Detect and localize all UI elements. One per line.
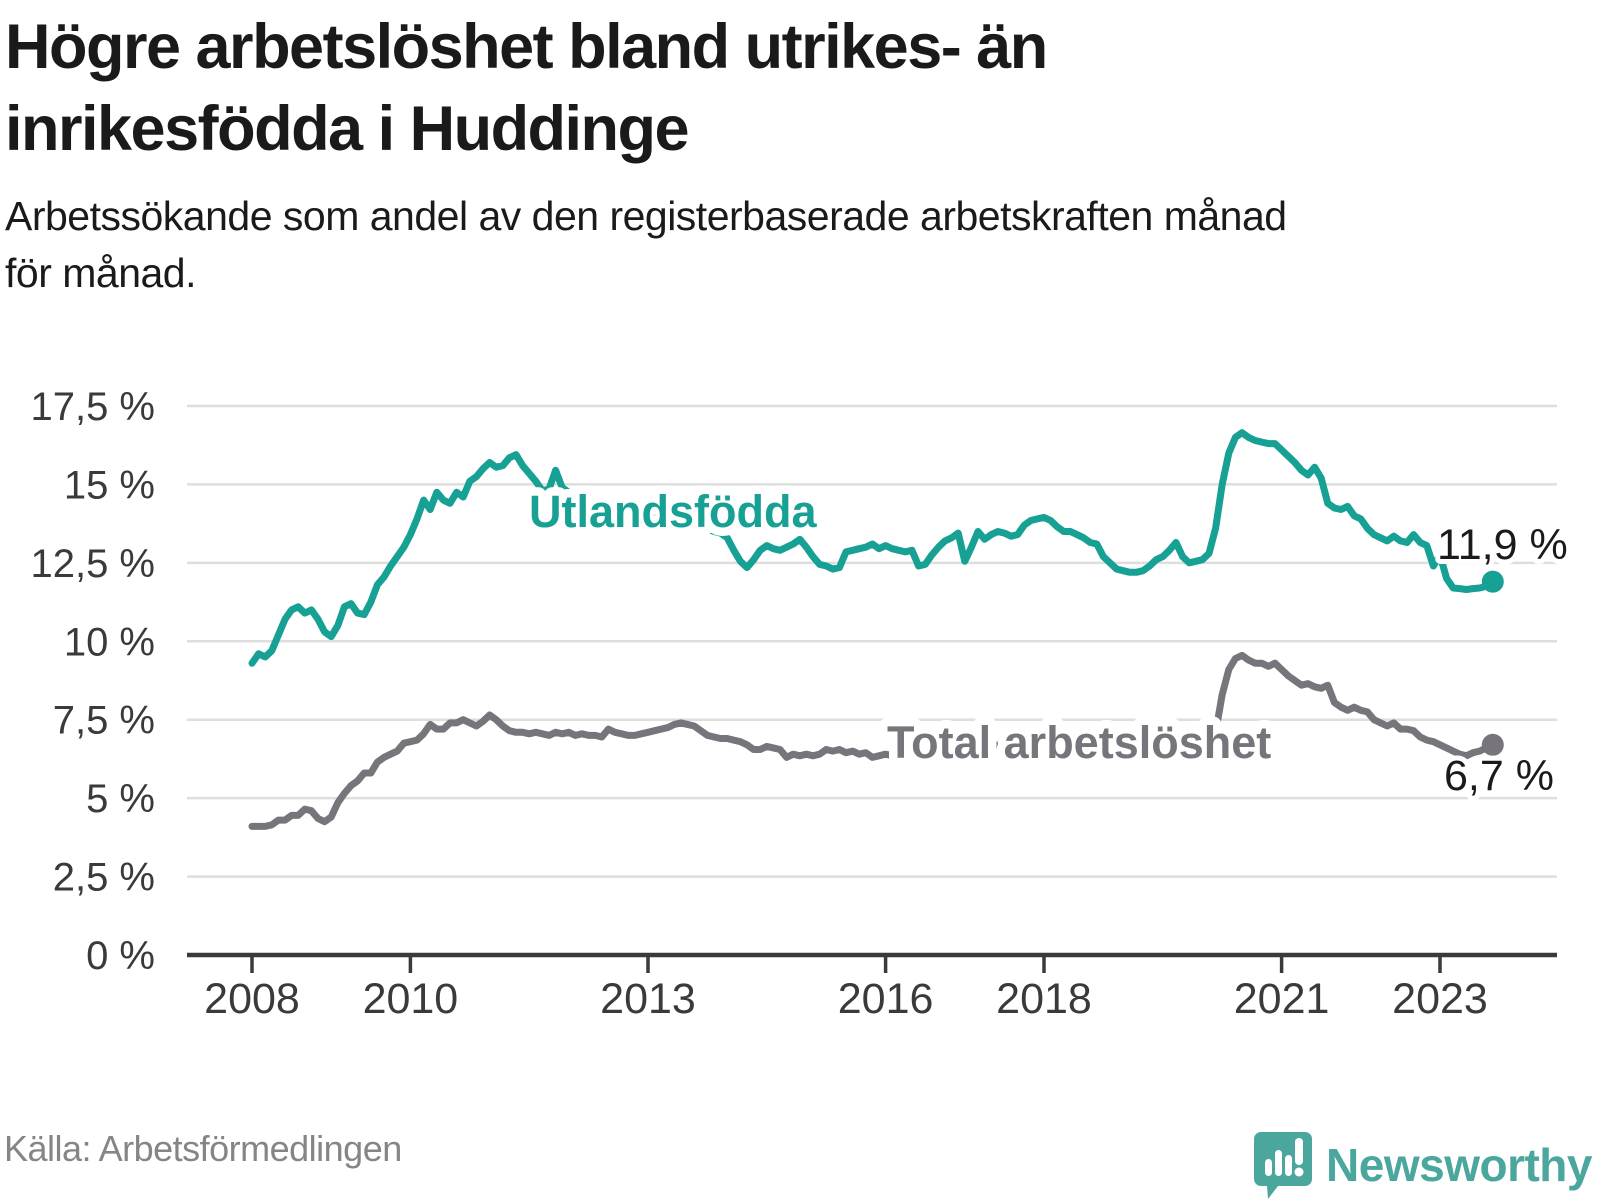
x-tick-label: 2021 xyxy=(1234,975,1330,1023)
gridlines xyxy=(187,404,1557,878)
series-label-total-arbetsloshet: Total arbetslöshet xyxy=(887,717,1271,768)
x-tick-label: 2008 xyxy=(204,975,300,1023)
x-tick-label: 2013 xyxy=(600,975,696,1023)
chart-title-line2: inrikesfödda i Huddinge xyxy=(5,94,690,164)
y-tick-label: 15 % xyxy=(64,463,155,507)
brand-lockup: Newsworthy xyxy=(1254,1130,1592,1200)
bar-3 xyxy=(1285,1155,1293,1176)
x-tick-label: 2023 xyxy=(1392,975,1488,1023)
y-tick-label: 12,5 % xyxy=(30,542,155,586)
brand-name: Newsworthy xyxy=(1326,1139,1592,1191)
y-tick-label: 5 % xyxy=(86,777,155,821)
y-tick-label: 0 % xyxy=(86,934,155,978)
chart-title: Högre arbetslöshet bland utrikes- än inr… xyxy=(5,6,1565,170)
x-axis xyxy=(187,952,1557,973)
speech-bubble-shape xyxy=(1254,1132,1313,1199)
y-tick-label: 17,5 % xyxy=(30,385,155,429)
bar-2 xyxy=(1275,1150,1283,1176)
end-value-label-utlandsfodda: 11,9 % xyxy=(1437,521,1568,569)
end-dot-total xyxy=(1481,733,1504,756)
exclamation-bar xyxy=(1295,1138,1304,1165)
bar-1 xyxy=(1265,1159,1273,1176)
chart-subtitle: Arbetssökande som andel av den registerb… xyxy=(5,188,1565,302)
x-axis-tick-labels: 2008 2010 2013 2016 2018 2021 2023 xyxy=(204,975,1488,1023)
y-tick-label: 10 % xyxy=(64,620,155,664)
exclamation-dot xyxy=(1294,1167,1304,1177)
line-total-arbetsloshet[interactable] xyxy=(248,651,1497,830)
chart-title-line1: Högre arbetslöshet bland utrikes- än xyxy=(5,12,1048,82)
x-tick-label: 2010 xyxy=(363,975,459,1023)
newsworthy-logo-icon xyxy=(1254,1132,1313,1199)
chart-subtitle-line2: för månad. xyxy=(5,250,197,296)
y-tick-label: 7,5 % xyxy=(53,699,155,743)
end-dot-utlandsfodda xyxy=(1481,570,1504,593)
line-utlandsfodda[interactable] xyxy=(248,429,1497,667)
y-axis-tick-labels: 17,5 % 15 % 12,5 % 10 % 7,5 % 5 % 2,5 % 0 % xyxy=(30,385,155,978)
x-tick-label: 2018 xyxy=(996,975,1092,1023)
series-label-utlandsfodda: Utlandsfödda xyxy=(529,486,817,537)
source-note: Källa: Arbetsförmedlingen xyxy=(4,1128,402,1169)
y-tick-label: 2,5 % xyxy=(53,856,155,900)
x-tick-label: 2016 xyxy=(838,975,934,1023)
end-value-label-total: 6,7 % xyxy=(1444,752,1554,800)
chart-subtitle-line1: Arbetssökande som andel av den registerb… xyxy=(5,193,1287,239)
